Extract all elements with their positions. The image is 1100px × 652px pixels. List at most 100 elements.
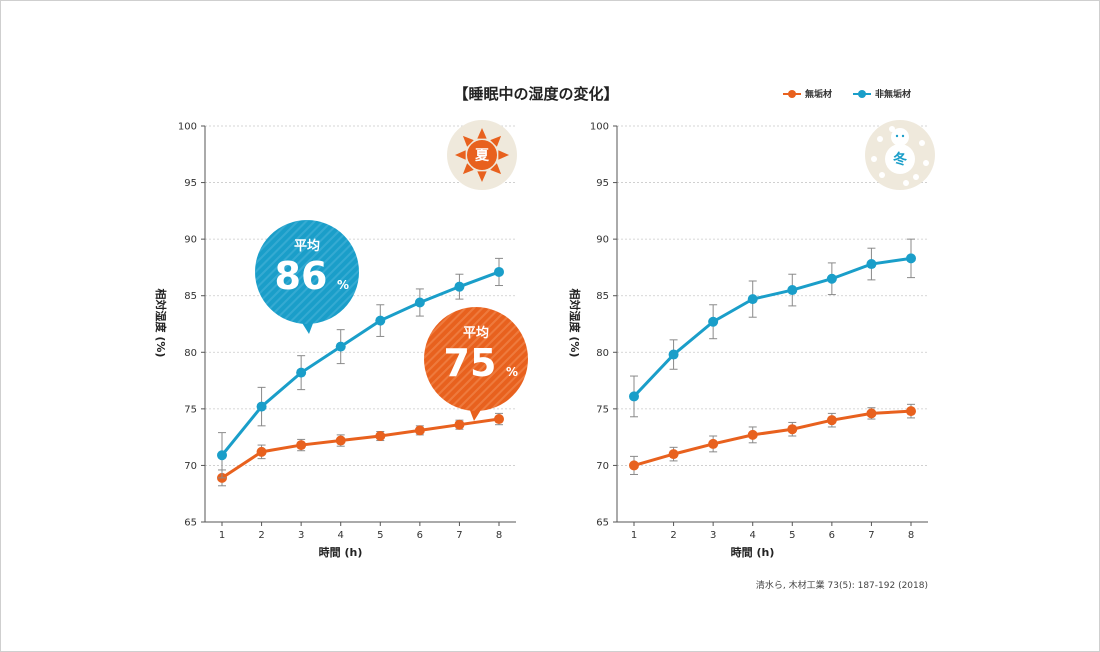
data-point [217,450,227,461]
data-point [335,341,346,352]
data-point [335,435,346,446]
data-point [375,315,386,326]
x-tick-label: 6 [829,530,835,541]
sun-ray [455,150,466,160]
data-point [708,438,719,449]
y-tick-label: 95 [184,178,197,189]
series-line [220,270,500,457]
badge-bubble [255,220,359,324]
legend: 無垢材 非無垢材 [783,88,911,100]
data-point [787,424,798,435]
x-tick-label: 8 [908,530,914,541]
data-point [747,429,758,440]
snowman-eye [895,134,899,138]
x-tick-label: 3 [298,530,304,541]
legend-marker-solid [788,90,796,98]
y-tick-label: 80 [596,348,609,359]
y-tick-label: 80 [184,348,197,359]
data-point [826,415,837,426]
series-solid-wood [629,403,916,475]
sun-ray [462,135,474,147]
data-point [629,391,639,402]
sun-ray [477,171,487,182]
data-point [668,449,679,460]
data-point [866,408,877,419]
snowflake-dot [913,174,919,180]
y-tick-label: 90 [596,235,609,246]
data-point [494,266,504,277]
series-non-solid-wood [629,238,916,418]
sun-disc [467,140,497,170]
data-point [256,401,267,412]
legend-item-nonsolid: 非無垢材 [853,88,911,100]
data-point [296,440,307,451]
sun-icon: 夏 [447,120,517,190]
chart-panel-winter: 65 70 75 80 85 90 95 100 1 2 3 4 5 6 7 8 時間 (h) 相対湿度 (%) 冬 [568,120,935,559]
sun-ray [462,163,474,175]
series-line [632,256,912,398]
x-tick-label: 5 [377,530,383,541]
y-tick-label: 90 [184,235,197,246]
source-citation: 清水ら, 木材工業 73(5): 187-192 (2018) [756,579,928,591]
snowman-body [885,144,915,174]
snowflake-dot [923,160,929,166]
badge-value: 86 [275,254,328,298]
snowflake-dot [879,172,885,178]
legend-label-solid: 無垢材 [805,88,832,100]
x-tick-label: 7 [868,530,874,541]
snowman-eye [901,134,905,138]
chart-panel-summer: 65 70 75 80 85 90 95 100 1 2 3 4 5 6 7 8 時間 (h) 相対湿度 (%) 夏… [154,120,528,559]
snow-icon: 冬 [865,120,935,190]
series-line [633,409,912,467]
snowflake-dot [871,156,877,162]
badge-label: 平均 [294,238,320,254]
data-point [256,446,267,457]
y-tick-label: 85 [596,291,609,302]
data-point [454,281,465,292]
chart-title: 【睡眠中の湿度の変化】 [453,85,618,103]
series-non-solid-wood [217,257,504,479]
x-tick-label: 1 [219,530,225,541]
x-tick-label: 4 [338,530,344,541]
y-tick-label: 75 [184,404,197,415]
x-tick-label: 6 [417,530,423,541]
badge-value: 75 [444,341,497,385]
series-solid-wood [217,412,504,487]
x-tick-label: 2 [258,530,264,541]
y-axis-label: 相対湿度 (%) [154,289,168,358]
data-point [494,414,504,425]
data-point [866,259,877,270]
legend-item-solid: 無垢材 [783,88,832,100]
x-tick-label: 8 [496,530,502,541]
data-point [826,273,837,284]
x-tick-label: 3 [710,530,716,541]
series-line [221,417,500,480]
y-tick-label: 95 [596,178,609,189]
y-axis-label: 相対湿度 (%) [568,289,582,358]
data-point [414,425,425,436]
x-tick-label: 2 [670,530,676,541]
data-point [668,349,679,360]
data-point [296,367,307,378]
snowflake-dot [877,136,883,142]
data-point [787,285,798,296]
snowflake-dot [919,140,925,146]
legend-label-nonsolid: 非無垢材 [875,88,911,100]
data-point [708,316,719,327]
legend-marker-nonsolid [858,90,866,98]
x-axis-label: 時間 (h) [731,545,775,559]
data-point [906,253,916,264]
data-point [414,297,425,308]
y-tick-label: 75 [596,404,609,415]
badge-label: 平均 [463,325,489,341]
sun-ray [490,163,502,175]
badge-unit: % [506,365,518,379]
y-tick-label: 65 [596,518,609,529]
data-point [375,431,386,442]
y-tick-label: 100 [590,122,609,133]
sun-ray [490,135,502,147]
season-label: 夏 [475,147,490,164]
data-point [454,419,465,430]
x-tick-label: 5 [789,530,795,541]
